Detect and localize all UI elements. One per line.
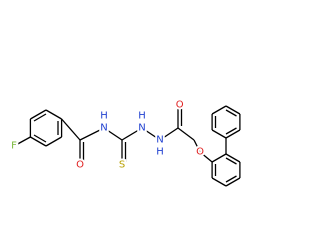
atom-label: O [176, 100, 184, 111]
atom-label: N [100, 123, 107, 134]
molecule-diagram: F O H N S H N N H O O [9, 98, 241, 187]
bonds [13, 105, 241, 187]
atom-labels: F O H N S H N N H O O [9, 98, 206, 173]
atom-label: O [196, 147, 204, 158]
atom-label: O [76, 160, 84, 171]
atom-label: N [156, 135, 163, 146]
atom-label: F [11, 141, 17, 152]
atom-label: H [100, 111, 108, 122]
atom-label: H [138, 111, 146, 122]
atom-label: S [119, 160, 125, 171]
atom-label: H [156, 147, 164, 158]
atom-label: N [138, 123, 145, 134]
